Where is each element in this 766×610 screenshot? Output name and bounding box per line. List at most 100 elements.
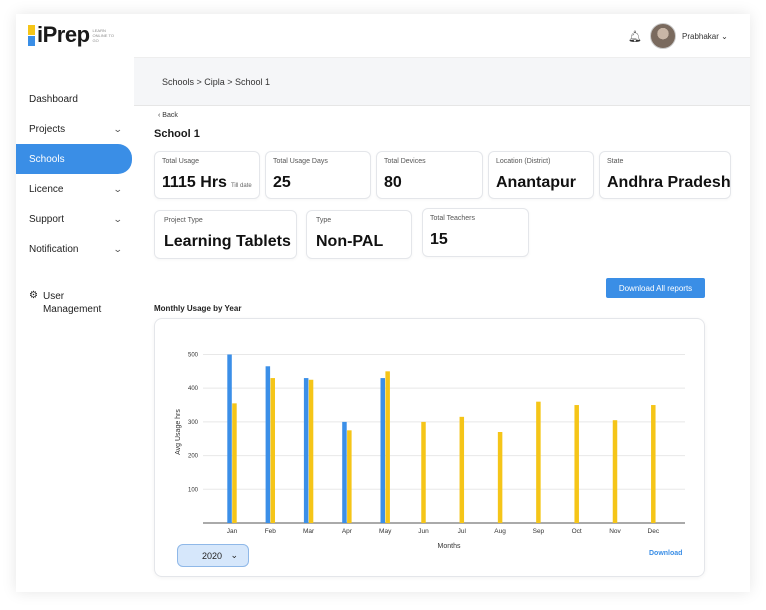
sidebar-item-label: Schools [29,153,65,165]
stat-value: 80 [384,174,402,191]
bar-aug-series-2 [497,432,503,523]
x-tick-label: Jan [227,528,238,535]
back-link[interactable]: ‹ Back [158,112,178,119]
logo-text: iPrep [37,22,90,47]
stat-card-total-teachers: Total Teachers 15 [422,208,529,257]
year-select-value: 2020 [202,550,223,561]
stat-card-location: Location (District) Anantapur [488,151,594,199]
y-tick-label: 300 [188,420,199,426]
bar-feb-series-1 [265,366,271,523]
sidebar-item-licence[interactable]: Licence ⌄ [16,174,134,204]
x-axis-label: Months [438,543,461,550]
content-area: Schools > Cipla > School 1 ‹ Back School… [134,58,750,592]
bar-dec-series-2 [651,405,656,523]
stat-value: Non-PAL [316,233,384,250]
logo-mark-icon [28,24,35,46]
sidebar-item-dashboard[interactable]: Dashboard [16,84,134,114]
back-label: Back [162,112,178,119]
logo-tagline: LEARN ONLINE TO GO [92,27,114,43]
y-tick-label: 200 [188,454,199,460]
bar-mar-series-1 [303,378,309,523]
y-tick-label: 500 [188,352,199,358]
x-tick-label: Sep [533,528,545,535]
monthly-usage-chart: 100 200 300 400 500 Avg Usage hrs Months Jan Feb… [175,352,685,550]
year-select[interactable]: 2020 ⌄ [177,544,249,567]
stat-label: Total Teachers [430,215,476,222]
sidebar-item-label: Dashboard [29,93,78,105]
stat-value: 15 [430,231,448,248]
stat-label: Total Usage [162,158,199,165]
bar-jun-series-2 [421,421,426,523]
chevron-down-icon: ⌄ [230,550,238,560]
x-tick-label: Apr [342,528,353,535]
x-tick-label: Jun [418,528,429,535]
bar-nov-series-2 [612,420,618,523]
stat-sub: Till date [230,183,252,189]
stat-card-total-devices: Total Devices 80 [376,151,483,199]
breadcrumb-bar: Schools > Cipla > School 1 [134,58,750,106]
chevron-down-icon: ⌄ [721,32,728,41]
chevron-down-icon: ⌄ [113,123,124,134]
x-tick-label: Oct [572,528,582,535]
avatar[interactable] [650,23,676,49]
stat-value-text: 1115 Hrs [162,174,227,191]
download-all-reports-button[interactable]: Download All reports [606,278,705,298]
x-tick-label: Aug [494,528,506,535]
stat-value: Andhra Pradesh [607,174,731,191]
sidebar-item-user-management[interactable]: ⚙ User Management [29,290,101,316]
bar-jul-series-2 [459,416,465,523]
x-tick-label: Feb [265,528,277,535]
bar-sep-series-2 [536,401,541,523]
main-panel: ‹ Back School 1 Total Usage 1115 Hrs Till… [134,106,750,592]
sidebar-item-label: Licence [29,183,64,195]
stat-value: 1115 Hrs Till date [162,174,252,192]
sidebar-item-schools[interactable]: Schools [16,144,132,174]
bell-icon[interactable]: 🔔︎ [628,31,642,43]
stat-label: State [607,158,624,165]
bar-mar-series-2 [308,379,314,523]
user-management-label: User Management [43,290,101,316]
sidebar-item-notification[interactable]: Notification ⌄ [16,234,134,264]
stat-label: Project Type [164,217,203,224]
user-name: Prabhakar [682,32,719,41]
stat-value: 25 [273,174,291,191]
y-tick-label: 100 [188,487,199,493]
bar-may-series-1 [380,378,385,523]
page-title: School 1 [154,128,200,140]
x-tick-label: Jul [458,528,467,535]
user-menu[interactable]: Prabhakar ⌄ [682,32,728,41]
user-management-label-line1: User [42,291,65,302]
app-logo[interactable]: iPrep LEARN ONLINE TO GO [28,22,117,48]
bar-feb-series-2 [270,378,275,523]
y-tick-label: 400 [188,386,199,392]
stat-label: Location (District) [496,158,551,165]
sidebar-item-support[interactable]: Support ⌄ [16,204,134,234]
stat-label: Type [316,217,332,224]
chevron-down-icon: ⌄ [113,183,124,194]
x-tick-label: May [379,528,392,535]
stat-value: Learning Tablets [164,233,291,250]
bar-may-series-2 [385,371,390,523]
download-chart-link[interactable]: Download [649,550,683,557]
monthly-usage-chart-card: 100 200 300 400 500 Avg Usage hrs Months Jan Feb… [154,318,705,577]
stat-card-usage-days: Total Usage Days 25 [265,151,371,199]
stat-card-type: Type Non-PAL [306,210,412,259]
stat-label: Total Usage Days [273,158,328,165]
stat-label: Total Devices [384,158,426,165]
x-tick-label: Mar [303,528,315,535]
sidebar-item-label: Support [29,213,65,225]
y-axis-label: Avg Usage hrs [175,409,182,455]
breadcrumb[interactable]: Schools > Cipla > School 1 [162,77,271,87]
chevron-left-icon: ‹ [158,112,161,119]
x-tick-label: Nov [609,528,621,535]
chart-section-title: Monthly Usage by Year [154,304,242,313]
sidebar-nav: Dashboard Projects ⌄ Schools Licence ⌄ S… [16,84,134,264]
sidebar-item-projects[interactable]: Projects ⌄ [16,114,134,144]
sidebar-item-label: Notification [29,243,79,255]
bar-apr-series-1 [342,421,347,523]
top-bar: 🔔︎ Prabhakar ⌄ [134,14,750,58]
bar-oct-series-2 [574,405,579,523]
stat-value: Anantapur [496,174,576,191]
user-management-label-line2: Management [42,304,102,315]
stat-card-total-usage: Total Usage 1115 Hrs Till date [154,151,260,199]
